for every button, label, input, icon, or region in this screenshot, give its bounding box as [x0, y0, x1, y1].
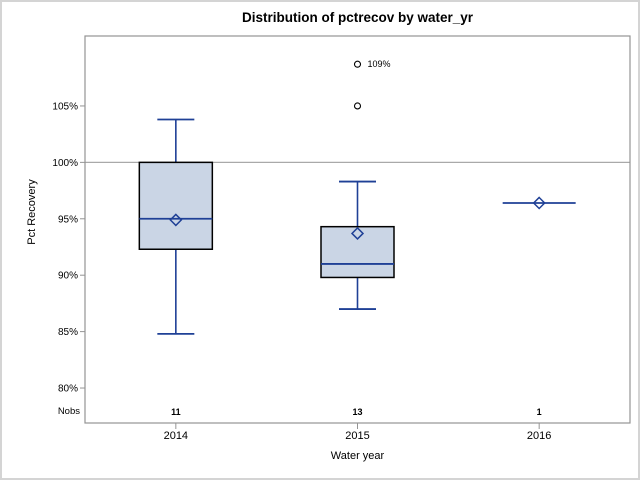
y-axis-tick-label: 95% — [58, 214, 78, 225]
box-rect — [138, 161, 214, 250]
outlier-circle-icon — [353, 102, 362, 110]
x-axis-title: Water year — [330, 450, 385, 462]
y-axis-tick-label: 100% — [52, 158, 78, 169]
y-axis-tick-label: 90% — [58, 271, 78, 282]
y-axis-tick-label: 85% — [58, 327, 78, 338]
outlier-circle-icon — [353, 60, 362, 68]
nobs-value: 11 — [171, 407, 181, 417]
outlier-value-label: 109% — [368, 59, 391, 69]
box-rect — [320, 225, 395, 279]
x-axis-category-label: 2015 — [345, 430, 369, 442]
mean-diamond-icon — [350, 226, 365, 241]
nobs-value: 1 — [537, 407, 542, 417]
nobs-value: 13 — [352, 407, 362, 417]
chart-title: Distribution of pctrecov by water_yr — [241, 10, 474, 25]
mean-diamond-icon — [169, 213, 183, 227]
nobs-row-label: Nobs — [57, 406, 80, 417]
y-axis-tick-label: 80% — [58, 384, 78, 395]
mean-diamond-icon — [532, 196, 546, 210]
x-axis-category-label: 2014 — [164, 430, 188, 442]
y-axis-tick-label: 105% — [52, 101, 78, 112]
x-axis-category-label: 2016 — [527, 430, 551, 442]
